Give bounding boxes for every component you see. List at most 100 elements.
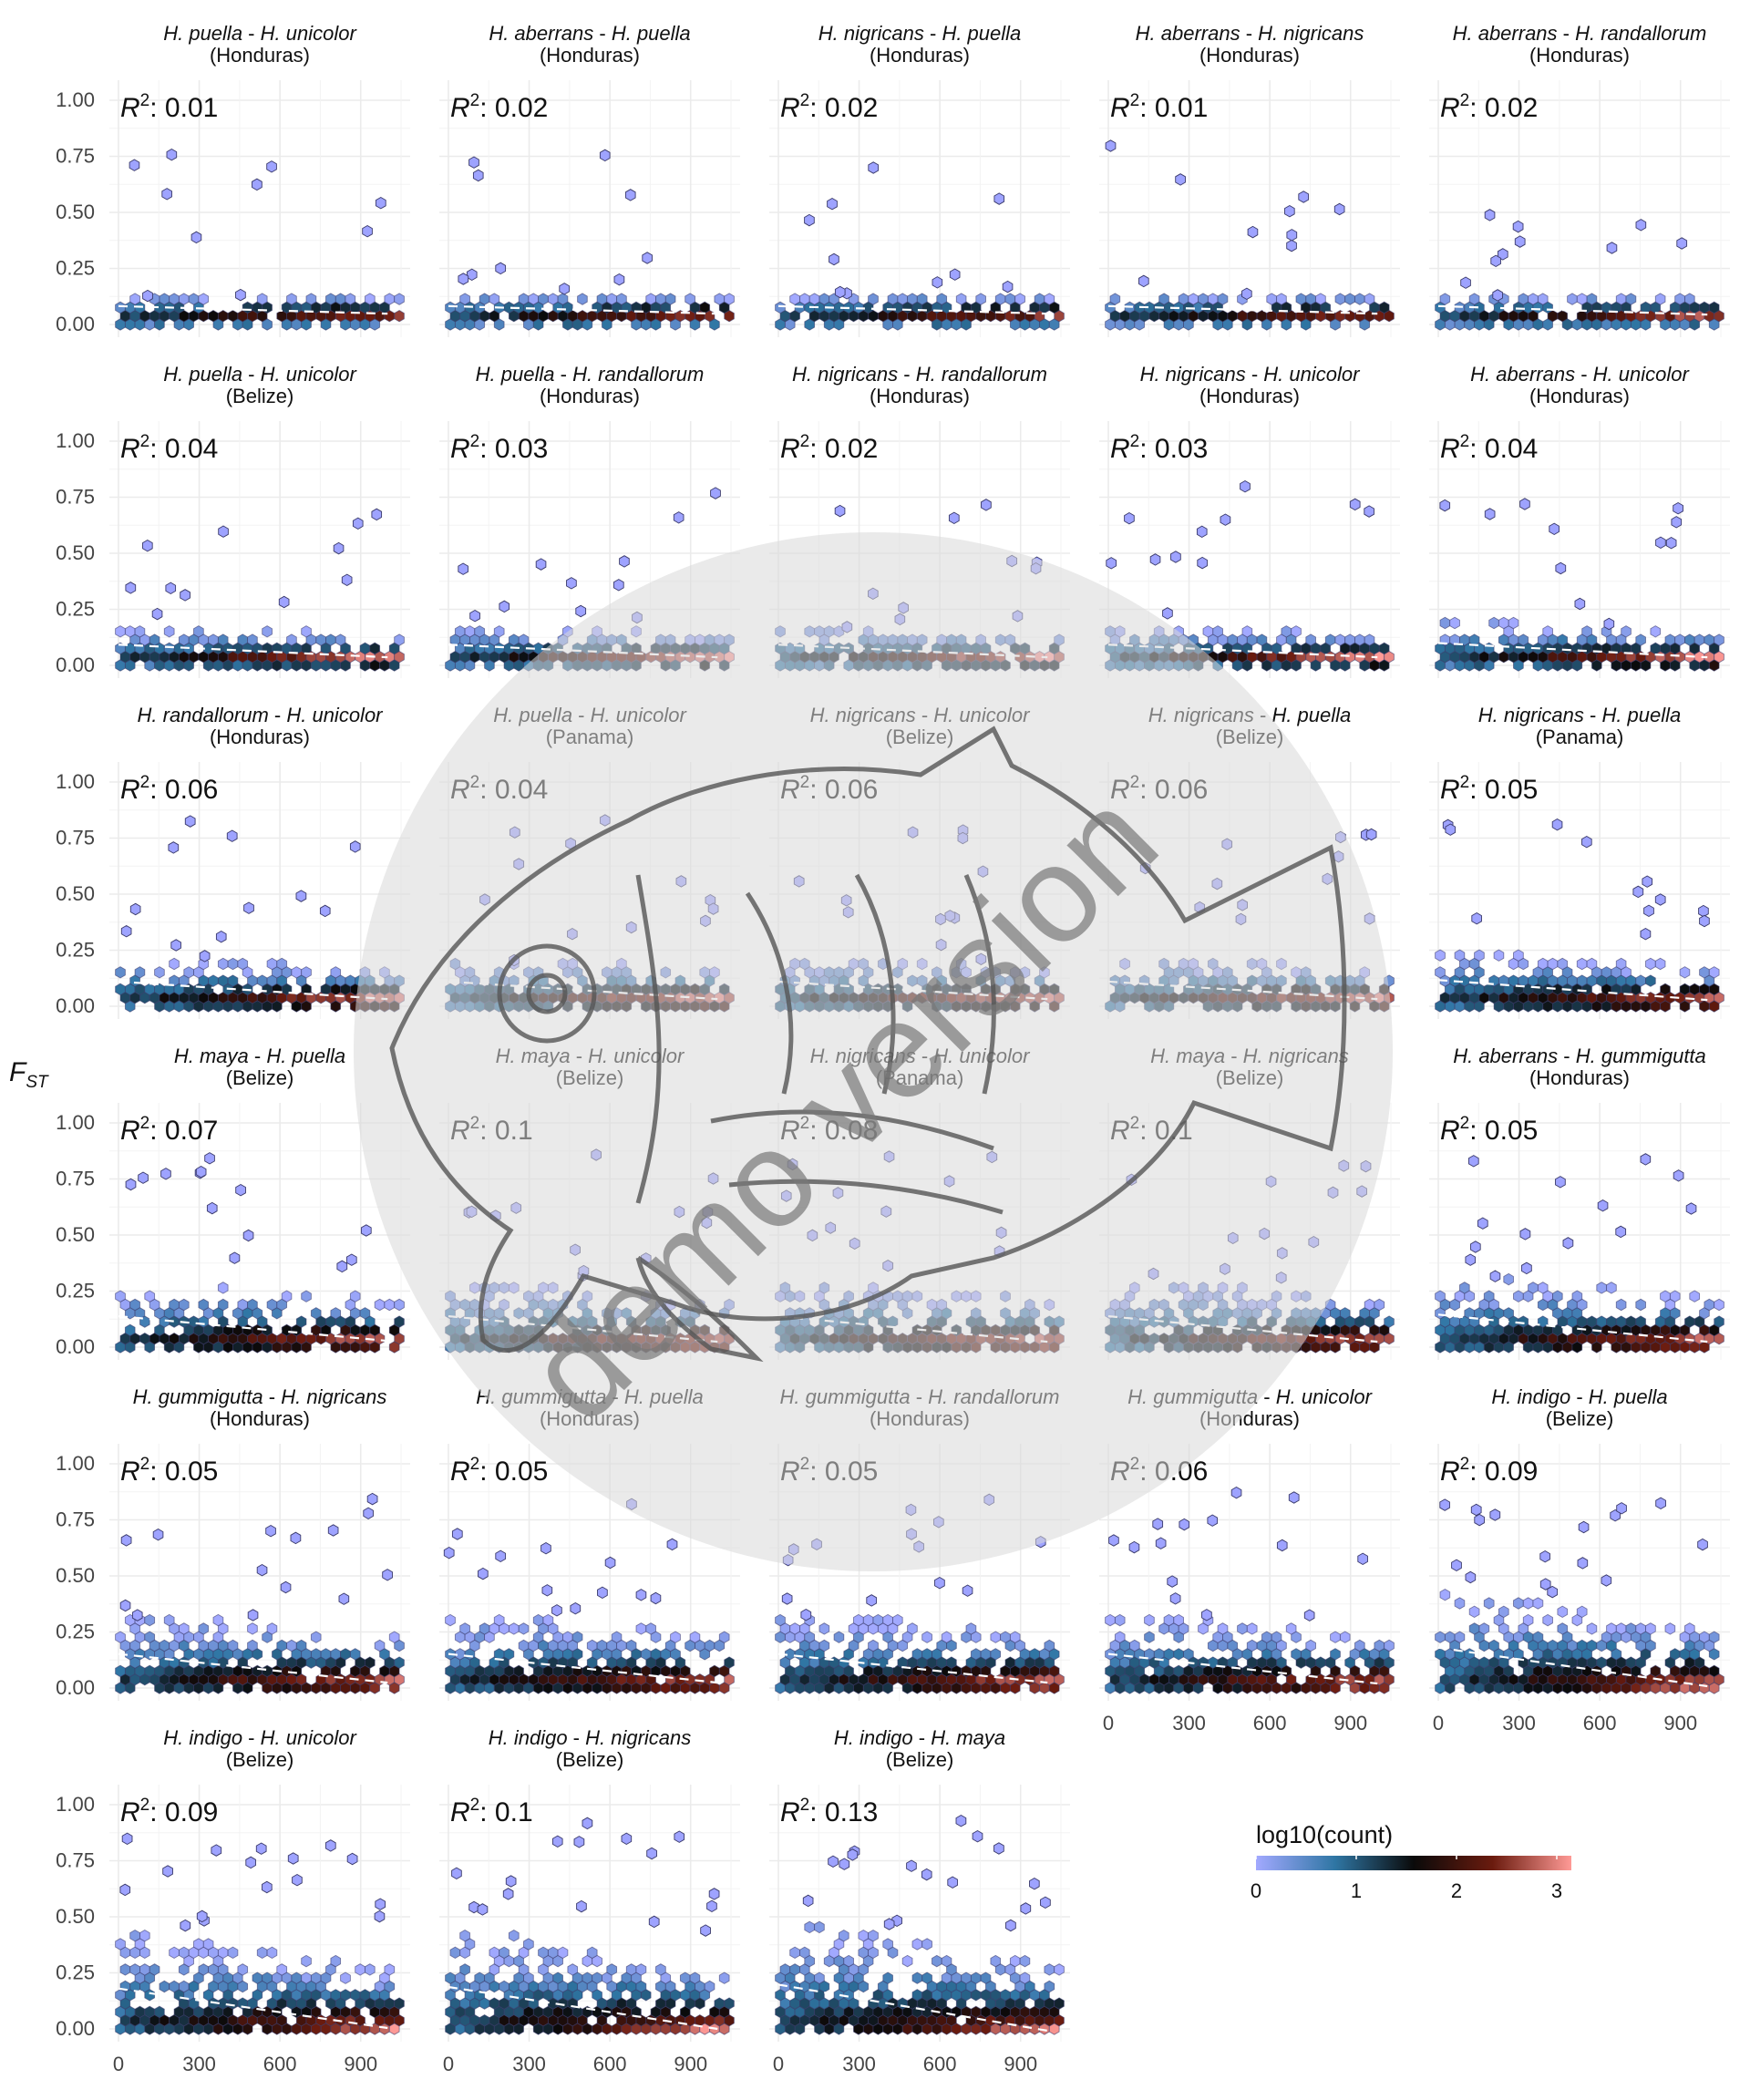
hexbin-cell: [1454, 949, 1466, 962]
hexbin-cell: [872, 1613, 884, 1627]
hexbin-cell: [129, 293, 140, 305]
hexbin-cell: [689, 1971, 701, 1984]
panel-title: H. indigo - H. unicolor: [163, 1726, 357, 1749]
hexbin-outlier: [443, 1546, 455, 1560]
panel-species-1: H. aberrans: [1453, 1045, 1558, 1067]
hexbin-cell: [384, 1298, 396, 1312]
hexbin-outlier: [468, 1900, 479, 1914]
panel-species-1: H. nigricans: [1140, 363, 1246, 386]
hexbin-cell: [1034, 293, 1045, 305]
hexbin-cell: [1315, 293, 1326, 305]
hexbin-outlier: [1002, 280, 1014, 293]
hexbin-cell: [1295, 293, 1307, 305]
panel-region: (Belize): [226, 1748, 294, 1771]
hexbin-cell: [479, 2013, 490, 2027]
hexbin-cell: [394, 1298, 405, 1312]
x-tick-label: 300: [1172, 1712, 1206, 1735]
hexbin-cell: [799, 1946, 810, 1960]
hexbin-cell: [1699, 301, 1710, 314]
hexbin-outlier: [1029, 1877, 1040, 1890]
r2-label: R2: 0.07: [120, 1114, 218, 1146]
hexbin-cell: [1714, 633, 1724, 646]
hexbin-outlier: [612, 579, 624, 592]
r2-superscript: 2: [1460, 432, 1470, 451]
r2-value: 0.02: [495, 93, 548, 123]
hexbin-outlier: [468, 156, 479, 169]
hexbin-cell: [178, 1298, 190, 1312]
hexbin-outlier: [1040, 1896, 1051, 1910]
hexbin-outlier: [1697, 1538, 1708, 1551]
hexbin-cell: [1000, 1631, 1011, 1643]
y-tick-label: 1.00: [56, 429, 95, 452]
hexbin-outlier: [1020, 1902, 1032, 1915]
hexbin-cell: [779, 1963, 791, 1976]
hexbin-outlier: [955, 1814, 967, 1827]
hexbin-cell: [640, 1648, 652, 1661]
hexbin-cell: [592, 1971, 602, 1984]
hexbin-outlier: [1671, 516, 1683, 529]
r2-value: 0.07: [165, 1116, 218, 1146]
hexbin-cell: [975, 293, 986, 305]
hexbin-cell: [911, 1938, 923, 1951]
hexbin-cell: [582, 1971, 593, 1984]
hexbin-outlier: [642, 252, 653, 264]
hexbin-cell: [212, 1613, 224, 1627]
panel-region: (Honduras): [1529, 44, 1630, 67]
hexbin-cell: [862, 1613, 874, 1627]
hexbin-cell: [1054, 1997, 1065, 2010]
hexbin-cell: [916, 293, 928, 305]
hexbin-cell: [489, 1997, 500, 2010]
panel-title: H. puella - H. randallorum: [476, 363, 705, 386]
hexbin-cell: [163, 625, 175, 638]
r2-symbol: R: [1440, 775, 1460, 805]
hexbin-cell: [374, 1639, 386, 1652]
hexbin-outlier: [349, 840, 361, 853]
hexbin-cell: [169, 293, 180, 305]
r2-separator: :: [1469, 1457, 1485, 1487]
hexbin-cell: [330, 1648, 342, 1661]
hexbin-outlier: [478, 1567, 489, 1580]
panel-species-1: H. maya: [174, 1045, 249, 1067]
hexbin-cell: [335, 293, 346, 305]
hexbin-cell: [868, 293, 879, 305]
hexbin-outlier: [165, 582, 177, 595]
hexbin-cell: [129, 1929, 140, 1942]
hexbin-cell: [1606, 1282, 1617, 1294]
hexbin-cell: [1241, 625, 1253, 638]
r2-separator: :: [1469, 93, 1485, 123]
hexbin-outlier: [535, 558, 547, 571]
facet-panel: H. maya - H. puella(Belize) 0.00 0.25 0.50 0…: [56, 1045, 410, 1360]
hexbin-cell: [1330, 1631, 1341, 1643]
hexbin-cell: [1178, 293, 1189, 305]
hexbin-cell: [445, 1613, 456, 1627]
r2-value: 0.02: [825, 434, 878, 464]
hexbin-cell: [489, 293, 500, 305]
hexbin-cell: [1576, 957, 1588, 971]
hexbin-outlier: [458, 562, 468, 575]
hexbin-outlier: [1460, 276, 1471, 289]
hexbin-outlier: [666, 1538, 678, 1551]
hexbin-outlier: [120, 924, 132, 938]
hexbin-cell: [887, 293, 899, 305]
hexbin-cell: [335, 633, 346, 646]
hexbin-cell: [1271, 1631, 1282, 1643]
hexbin-cell: [247, 1639, 258, 1652]
fish-sketch-icon: [389, 726, 1347, 1363]
y-tick-label: 0.75: [56, 486, 95, 509]
hexbin-cell: [1498, 1605, 1509, 1619]
hexbin-layer: [1435, 818, 1724, 1013]
hexbin-cell: [1153, 1648, 1165, 1661]
hexbin-cell: [990, 1648, 1002, 1661]
hexbin-outlier: [120, 1534, 132, 1547]
hexbin-outlier: [1162, 607, 1173, 620]
hexbin-cell: [1435, 949, 1446, 962]
hexbin-outlier: [366, 1492, 378, 1506]
hexbin-cell: [154, 2005, 165, 2019]
r2-symbol: R: [120, 93, 140, 123]
r2-value: 0.01: [1155, 93, 1208, 123]
panel-title-dash: -: [249, 1045, 267, 1067]
hexbin-cell: [650, 1648, 662, 1661]
hexbin-cell: [1227, 633, 1239, 646]
hexbin-cell: [1439, 616, 1451, 630]
hexbin-cell: [1689, 1290, 1701, 1302]
